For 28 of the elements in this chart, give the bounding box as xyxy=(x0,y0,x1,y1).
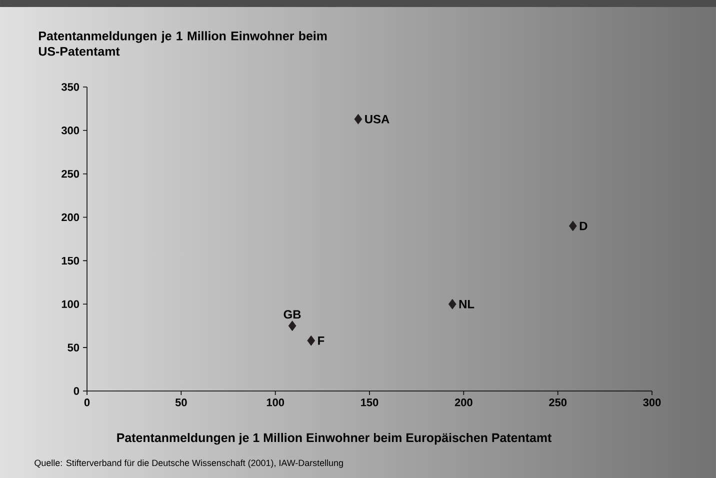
y-axis-title: Patentanmeldungen je 1 Million Einwohner beim US-Patentamt xyxy=(38,31,327,56)
point xyxy=(354,114,362,124)
y-tick-label: 50 xyxy=(68,344,80,352)
source-note: Quelle: Stifterverband für die Deutsche Wissenschaft (2001), IAW-Darstellung xyxy=(34,459,343,468)
annotation: GB xyxy=(284,310,301,319)
x-tick-label: 200 xyxy=(454,398,472,406)
annotation: D xyxy=(580,222,588,230)
y-tick-label: 100 xyxy=(62,300,80,308)
point xyxy=(288,320,296,332)
x-axis-title: Patentanmeldungen je 1 Million Einwohner beim Europäischen Patentamt xyxy=(117,432,552,445)
annotation: USA xyxy=(365,114,390,124)
x-tick-label: 0 xyxy=(84,398,90,406)
y-tick-label: 200 xyxy=(62,213,80,222)
point xyxy=(568,220,577,232)
x-tick-label: 300 xyxy=(643,398,661,406)
annotation: F xyxy=(318,336,324,345)
y-tick-label: 150 xyxy=(62,256,80,265)
x-tick-label: 250 xyxy=(549,398,567,406)
y-tick-label: 250 xyxy=(62,170,80,178)
point xyxy=(448,298,456,310)
x-tick-label: 50 xyxy=(175,398,187,406)
annotation: NL xyxy=(459,300,474,308)
y-tick-label: 350 xyxy=(61,83,80,91)
x-tick-label: 100 xyxy=(266,398,284,406)
y-tick-label: 0 xyxy=(74,387,80,395)
point xyxy=(307,335,316,346)
y-tick-label: 300 xyxy=(61,126,80,134)
x-tick-label: 150 xyxy=(361,398,378,406)
